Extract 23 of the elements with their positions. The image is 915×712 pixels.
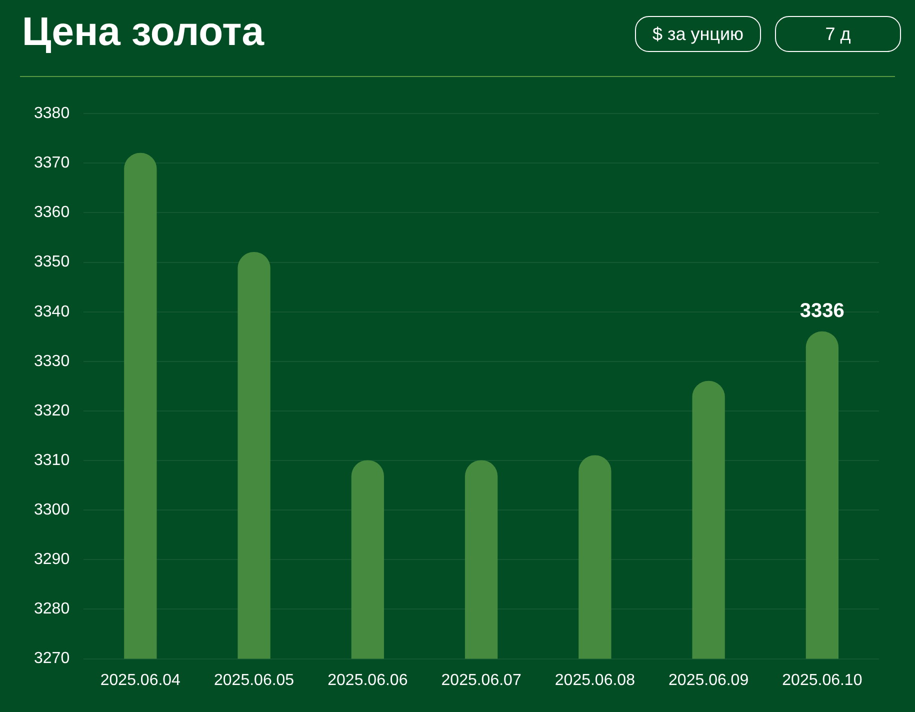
- text: $ за унцию: [635, 16, 761, 52]
- x-tick-label: 2025.06.05: [214, 672, 294, 689]
- data-label: 3336: [800, 300, 844, 322]
- text: 7 д: [775, 16, 901, 52]
- chart-title: Цена золота: [22, 10, 264, 55]
- y-tick-label: 3360: [34, 204, 70, 222]
- y-tick-label: 3350: [34, 254, 70, 271]
- x-tick-label: 2025.06.04: [100, 672, 181, 689]
- y-tick-label: 3280: [34, 600, 70, 618]
- x-tick-label: 2025.06.06: [328, 672, 408, 689]
- x-tick-label: 2025.06.10: [782, 672, 862, 689]
- x-tick-label: 2025.06.09: [668, 672, 749, 689]
- y-tick-label: 3270: [34, 650, 70, 668]
- y-tick-label: 3370: [34, 154, 70, 172]
- y-tick-label: 3330: [34, 352, 70, 370]
- y-tick-label: 3340: [34, 303, 70, 320]
- x-tick-label: 2025.06.08: [554, 672, 636, 689]
- y-tick-label: 3300: [34, 502, 70, 519]
- y-tick-label: 3310: [34, 452, 70, 469]
- y-tick-label: 3290: [34, 551, 70, 568]
- y-tick-label: 3380: [34, 105, 70, 122]
- x-tick-label: 2025.06.07: [441, 672, 522, 689]
- y-tick-label: 3320: [34, 402, 70, 420]
